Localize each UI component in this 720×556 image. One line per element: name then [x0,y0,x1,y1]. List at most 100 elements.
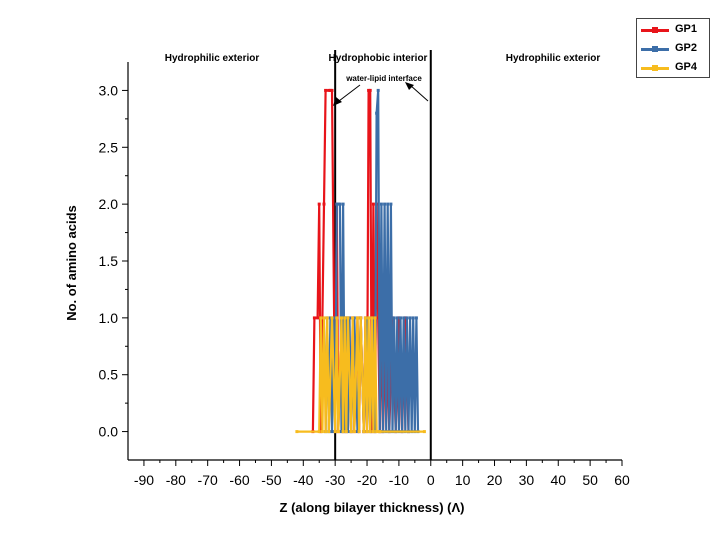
data-point-gp2 [336,202,340,206]
data-point-gp2 [408,316,412,320]
data-point-gp1 [368,88,372,92]
data-point-gp1 [327,88,331,92]
x-tick-label: -90 [134,472,154,488]
data-point-gp4 [324,430,328,434]
y-axis-label: No. of amino acids [64,205,79,321]
data-point-gp4 [359,316,363,320]
data-point-gp2 [348,316,351,320]
data-point-gp2 [379,202,383,206]
data-point-gp2 [340,430,343,434]
data-point-gp2 [343,430,347,434]
data-point-gp4 [336,430,340,434]
data-point-gp2 [344,316,348,320]
data-point-gp4 [365,430,369,434]
data-point-gp4 [375,430,379,434]
data-point-gp2 [330,430,334,434]
y-tick-label: 2.0 [99,196,119,212]
data-point-gp4 [341,430,345,434]
data-point-gp2 [411,316,415,320]
data-point-gp4 [333,430,337,434]
data-point-gp4 [378,430,382,434]
data-point-gp4 [352,430,356,434]
data-point-gp2 [405,316,409,320]
legend-marker-gp2 [652,46,658,52]
interface-arrow-right-head [405,82,414,90]
x-tick-label: -60 [229,472,249,488]
data-point-gp2 [346,430,350,434]
y-tick-label: 0.5 [99,367,119,383]
data-point-gp2 [395,316,399,320]
data-point-gp1 [316,316,320,320]
legend-item-gp2: GP2 [637,40,711,58]
data-point-gp2 [375,111,379,115]
interface-label: water-lipid interface [345,74,422,83]
data-point-gp1 [320,316,324,320]
x-tick-label: -80 [166,472,186,488]
data-point-gp1 [312,316,316,320]
data-point-gp2 [365,316,369,320]
data-point-gp1 [367,88,371,92]
data-point-gp2 [338,202,342,206]
data-point-gp4 [340,316,343,320]
data-point-gp2 [376,88,380,92]
data-point-gp2 [341,202,345,206]
interface-arrow-right [409,84,429,102]
x-tick-label: 10 [455,472,471,488]
x-tick-label: -70 [198,472,218,488]
y-tick-label: 3.0 [99,82,119,98]
data-point-gp1 [328,88,332,92]
data-point-gp1 [371,202,375,206]
data-point-gp4 [317,430,321,434]
data-point-gp1 [403,316,407,320]
x-tick-label: 50 [582,472,598,488]
data-point-gp4 [367,316,371,320]
data-point-gp4 [330,316,334,320]
region-label-left: Hydrophilic exterior [165,53,260,64]
data-point-gp2 [352,316,356,320]
x-tick-label: -30 [325,472,345,488]
series-line-gp4 [296,317,425,433]
x-tick-label: -20 [357,472,377,488]
legend-item-gp4: GP4 [637,59,711,77]
interface-arrow-left-head [333,97,342,106]
data-point-gp2 [332,316,336,320]
legend-marker-gp4 [652,65,658,71]
data-point-gp1 [370,430,374,434]
region-label-middle: Hydrophobic interior [329,53,428,64]
data-point-gp4 [322,316,326,320]
data-point-gp4 [362,430,366,434]
x-tick-label: 0 [427,472,435,488]
y-tick-label: 1.5 [99,253,119,269]
x-tick-label: 60 [614,472,630,488]
data-point-gp4 [344,430,348,434]
data-point-gp4 [351,316,355,320]
data-point-gp1 [319,430,323,434]
legend: GP1 GP2 GP4 [636,18,710,78]
data-point-gp1 [317,202,321,206]
y-tick-label: 0.0 [99,424,119,440]
legend-label-gp1: GP1 [675,23,698,35]
data-point-gp2 [356,430,359,434]
data-point-gp4 [363,316,367,320]
data-point-gp2 [373,430,377,434]
x-tick-label: -40 [293,472,313,488]
data-point-gp1 [324,88,328,92]
data-point-gp2 [392,316,396,320]
data-point-gp1 [322,202,326,206]
x-tick-label: -10 [389,472,409,488]
data-point-gp4 [319,316,323,320]
data-point-gp4 [343,316,347,320]
data-point-gp2 [328,316,332,320]
data-point-gp2 [414,316,418,320]
x-tick-label: 30 [519,472,535,488]
x-axis-label: Z (along bilayer thickness) (Λ) [280,500,465,515]
x-tick-label: 40 [550,472,566,488]
data-point-gp4 [422,430,426,434]
data-point-gp4 [349,430,353,434]
data-point-gp4 [356,316,359,320]
y-tick-label: 1.0 [99,310,119,326]
legend-item-gp1: GP1 [637,21,711,39]
data-point-gp4 [370,316,374,320]
data-point-gp2 [402,316,406,320]
